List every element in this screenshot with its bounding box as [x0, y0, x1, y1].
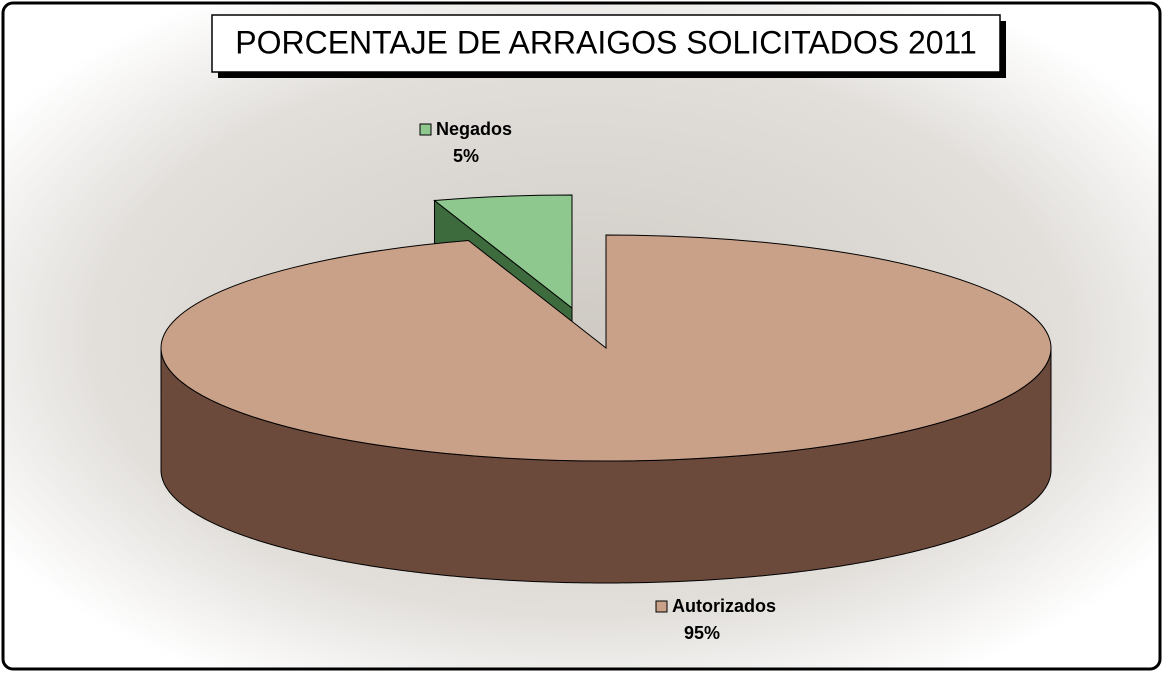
slice-label: Negados	[436, 119, 512, 139]
pie	[160, 194, 1052, 584]
slice	[433, 194, 573, 310]
chart-title: PORCENTAJE DE ARRAIGOS SOLICITADOS 2011	[235, 24, 977, 60]
slice	[160, 234, 1052, 462]
slice-value: 5%	[453, 146, 479, 166]
slice-value: 95%	[684, 623, 720, 643]
legend-swatch	[655, 600, 668, 613]
slice-label: Autorizados	[672, 596, 776, 616]
legend-swatch	[419, 123, 432, 136]
title-box	[211, 14, 1001, 73]
